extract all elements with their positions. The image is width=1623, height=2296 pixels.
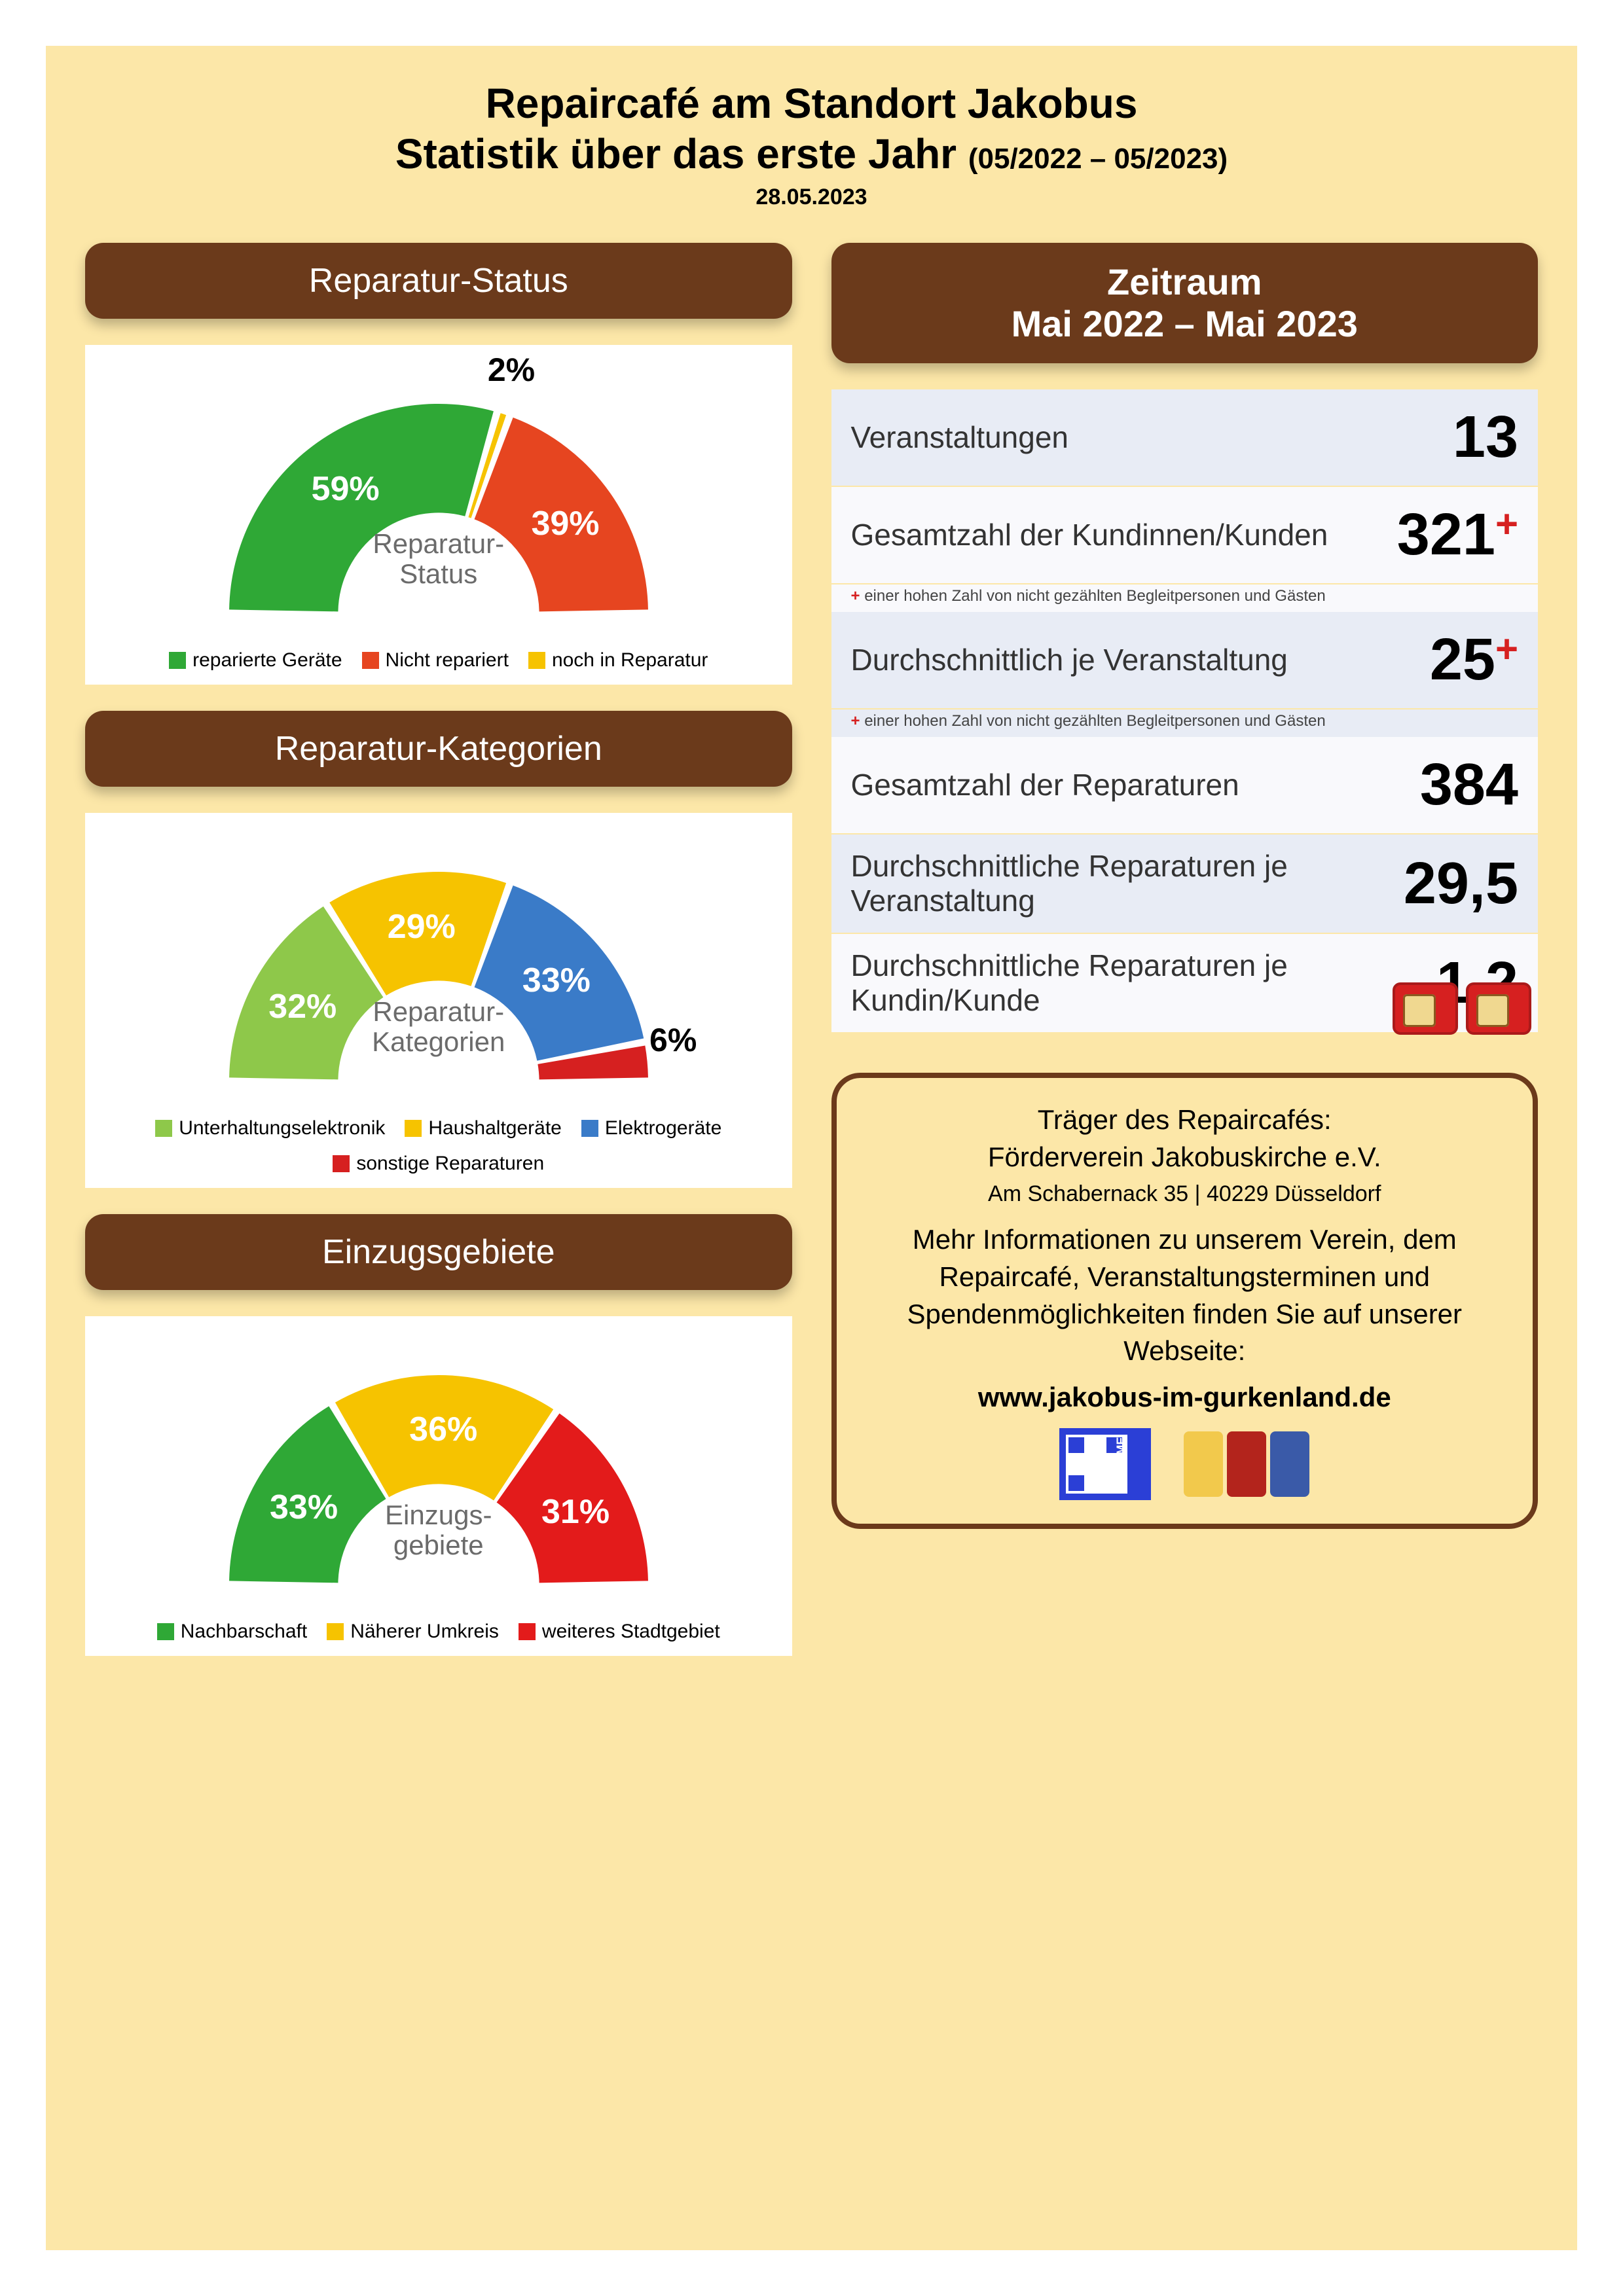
legend-item: Elektrogeräte [581, 1117, 721, 1139]
stat-row: Durchschnittliche Reparaturen je Veranst… [831, 834, 1539, 934]
pct-label: 2% [488, 351, 535, 389]
stat-footnote: + einer hohen Zahl von nicht gezählten B… [831, 709, 1539, 737]
stat-value: 13 [1335, 404, 1518, 471]
pct-label: 39% [531, 504, 599, 543]
pct-label: 32% [268, 987, 337, 1026]
info-website: www.jakobus-im-gurkenland.de [863, 1379, 1507, 1416]
stat-label: Veranstaltungen [851, 420, 1336, 455]
stat-label: Durchschnittliche Reparaturen je Veranst… [851, 849, 1336, 918]
legend-item: weiteres Stadtgebiet [519, 1621, 720, 1643]
right-column: ZeitraumMai 2022 – Mai 2023 Veranstaltun… [831, 243, 1539, 2217]
content-columns: Reparatur-Status Reparatur-Status 59% 2% 39… [85, 243, 1538, 2217]
report-date: 28.05.2023 [85, 185, 1538, 210]
info-body: Mehr Informationen zu unserem Verein, de… [863, 1221, 1507, 1370]
pct-label: 59% [312, 469, 380, 509]
qr-code-icon [1059, 1428, 1151, 1500]
stat-footnote: + einer hohen Zahl von nicht gezählten B… [831, 584, 1539, 612]
stat-row: Veranstaltungen13 [831, 389, 1539, 487]
legend-item: Haushaltgeräte [405, 1117, 561, 1139]
gauge-center-label: Einzugs-gebiete [385, 1500, 492, 1560]
legend-item: Unterhaltungselektronik [155, 1117, 385, 1139]
pct-label: 31% [541, 1492, 610, 1532]
chart-legend: Unterhaltungselektronik Haushaltgeräte Ele… [98, 1117, 779, 1175]
left-column: Reparatur-Status Reparatur-Status 59% 2% 39… [85, 243, 792, 2217]
legend-item: sonstige Reparaturen [333, 1153, 544, 1175]
section-title-period: ZeitraumMai 2022 – Mai 2023 [831, 243, 1539, 364]
stat-label: Gesamtzahl der Kundinnen/Kunden [851, 518, 1336, 552]
title-line-2: Statistik über das erste Jahr (05/2022 –… [85, 129, 1538, 179]
info-box: Träger des Repaircafés: Förderverein Jak… [831, 1073, 1539, 1529]
header: Repaircafé am Standort Jakobus Statistik… [85, 79, 1538, 210]
stat-value: 29,5 [1335, 850, 1518, 918]
stat-value: 384 [1335, 751, 1518, 819]
chart-repair-status: Reparatur-Status 59% 2% 39% reparierte Gerät… [85, 345, 792, 685]
stat-row: Gesamtzahl der Kundinnen/Kunden321+ [831, 487, 1539, 584]
pct-label: 33% [522, 961, 591, 1000]
section-title-repair-status: Reparatur-Status [85, 243, 792, 319]
chart-catchment: Einzugs-gebiete 33% 36% 31% Nachbarschaft Näh… [85, 1316, 792, 1656]
stat-value: 321+ [1335, 501, 1518, 569]
stat-row: Durchschnittlich je Veranstaltung25+ [831, 612, 1539, 709]
info-icons [863, 1428, 1507, 1500]
page: Repaircafé am Standort Jakobus Statistik… [46, 46, 1577, 2250]
stats-table: Veranstaltungen13Gesamtzahl der Kundinne… [831, 389, 1539, 1033]
legend-item: Nicht repariert [362, 649, 509, 672]
section-title-repair-categories: Reparatur-Kategorien [85, 711, 792, 787]
section-title-catchment: Einzugsgebiete [85, 1214, 792, 1290]
info-address: Am Schabernack 35 | 40229 Düsseldorf [863, 1179, 1507, 1210]
gauge-center-label: Reparatur-Status [373, 529, 504, 589]
gauge-center-label: Reparatur-Kategorien [372, 997, 505, 1057]
legend-item: Nachbarschaft [157, 1621, 307, 1643]
title-line-1: Repaircafé am Standort Jakobus [85, 79, 1538, 129]
church-logo-icon [1184, 1431, 1309, 1497]
legend-item: Näherer Umkreis [327, 1621, 499, 1643]
chart-legend: reparierte Geräte Nicht repariert noch in … [98, 649, 779, 672]
stat-label: Durchschnittlich je Veranstaltung [851, 643, 1336, 677]
stat-row: Durchschnittliche Reparaturen je Kundin/… [831, 934, 1539, 1033]
pct-label: 36% [409, 1410, 477, 1449]
pct-label: 33% [270, 1488, 338, 1527]
chart-repair-categories: Reparatur-Kategorien 32% 29% 33% 6% Unterhalt… [85, 813, 792, 1188]
stat-row: Gesamtzahl der Reparaturen384 [831, 737, 1539, 834]
pct-label: 6% [649, 1021, 697, 1059]
legend-item: noch in Reparatur [528, 649, 708, 672]
legend-item: reparierte Geräte [169, 649, 342, 672]
pct-label: 29% [388, 907, 456, 946]
info-line-1: Träger des Repaircafés: [863, 1102, 1507, 1139]
radio-icons [1393, 982, 1531, 1035]
stat-label: Gesamtzahl der Reparaturen [851, 768, 1336, 802]
stat-label: Durchschnittliche Reparaturen je Kundin/… [851, 948, 1336, 1018]
date-range: (05/2022 – 05/2023) [968, 143, 1228, 175]
stat-value: 25+ [1335, 626, 1518, 694]
info-line-2: Förderverein Jakobuskirche e.V. [863, 1139, 1507, 1176]
chart-legend: Nachbarschaft Näherer Umkreis weiteres Sta… [98, 1621, 779, 1643]
